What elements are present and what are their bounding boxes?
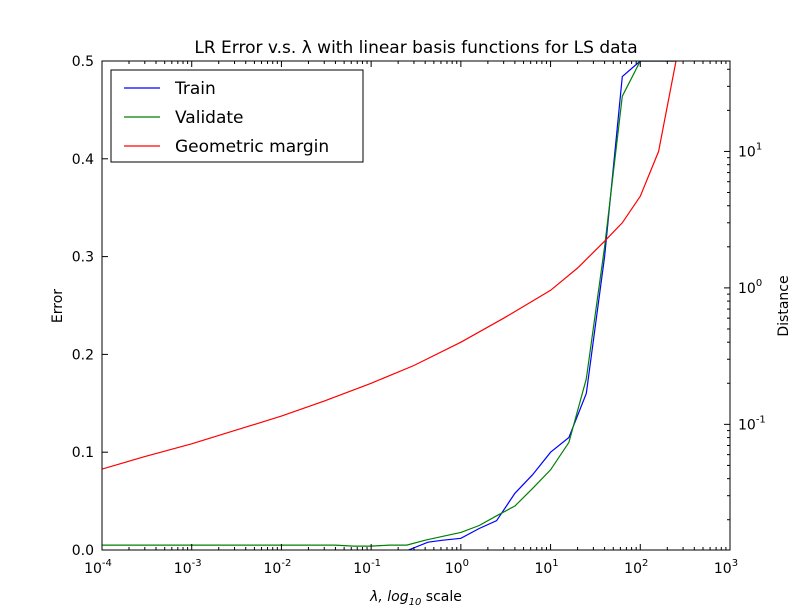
y-left-tick-label: 0.3: [72, 250, 94, 266]
x-axis-label-log: log: [387, 589, 408, 605]
y-right-tick-exponent: -1: [756, 414, 766, 425]
x-axis-label-subscript: 10: [409, 597, 422, 608]
x-tick-label: 10-3: [174, 558, 202, 577]
chart-title: LR Error v.s. λ with linear basis functi…: [194, 38, 637, 58]
y-left-tick-label: 0.0: [72, 543, 94, 559]
x-tick-label: 10-1: [353, 558, 381, 577]
x-tick-exponent: -4: [102, 558, 112, 569]
legend-box: [110, 69, 364, 163]
y-left-tick-label: 0.4: [72, 152, 94, 168]
x-tick-exponent: 3: [732, 558, 738, 569]
x-tick-label: 10-2: [264, 558, 292, 577]
x-tick-label: 102: [624, 558, 648, 577]
y-right-tick-label: 100: [738, 278, 762, 297]
x-tick-exponent: 0: [463, 558, 469, 569]
x-tick-label: 101: [534, 558, 558, 577]
y-right-tick-label: 10-1: [738, 414, 766, 433]
y-right-tick-base: 10: [738, 144, 756, 160]
y-right-tick-base: 10: [738, 417, 756, 433]
x-axis-label-prefix: λ,: [369, 589, 387, 605]
x-tick-base: 10: [353, 561, 371, 577]
x-tick-exponent: -1: [371, 558, 381, 569]
axis-ticks: 10-4 10-3 10-2 10-1 100 101 102 1030.00.10.20.3…: [72, 54, 766, 577]
legend-label-train: Train: [174, 79, 216, 99]
y-axis-label-left: Error: [50, 289, 66, 323]
x-tick-base: 10: [174, 561, 192, 577]
legend-label-geometric-margin: Geometric margin: [175, 137, 329, 157]
y-right-tick-exponent: 1: [756, 141, 762, 152]
legend: Train Validate Geometric margin: [110, 69, 364, 163]
x-tick-base: 10: [264, 561, 282, 577]
x-tick-base: 10: [84, 561, 102, 577]
series-line-train: [408, 61, 676, 550]
x-tick-exponent: 2: [642, 558, 648, 569]
x-tick-base: 10: [445, 561, 463, 577]
y-left-tick-label: 0.5: [72, 54, 94, 70]
x-tick-exponent: 1: [552, 558, 558, 569]
x-tick-base: 10: [714, 561, 732, 577]
y-right-tick-base: 10: [738, 281, 756, 297]
y-right-tick-label: 101: [738, 141, 762, 160]
plot-frame: [101, 60, 731, 551]
series-line-validate: [102, 61, 676, 547]
y-left-tick-label: 0.1: [72, 445, 94, 461]
x-tick-label: 10-4: [84, 558, 112, 577]
x-tick-exponent: -3: [192, 558, 202, 569]
y-right-tick-exponent: 0: [756, 278, 762, 289]
y-left-tick-label: 0.2: [72, 347, 94, 363]
x-axis-label-suffix: scale: [421, 589, 462, 605]
x-tick-exponent: -2: [281, 558, 291, 569]
x-tick-label: 103: [714, 558, 738, 577]
x-axis-label: λ, log10 scale: [369, 589, 462, 608]
legend-label-validate: Validate: [175, 108, 244, 128]
plot-area: [102, 61, 677, 550]
series-line-geometric-margin: [102, 61, 677, 470]
y-axis-label-right: Distance: [776, 275, 792, 336]
x-tick-base: 10: [624, 561, 642, 577]
x-tick-base: 10: [534, 561, 552, 577]
x-tick-label: 100: [445, 558, 469, 577]
